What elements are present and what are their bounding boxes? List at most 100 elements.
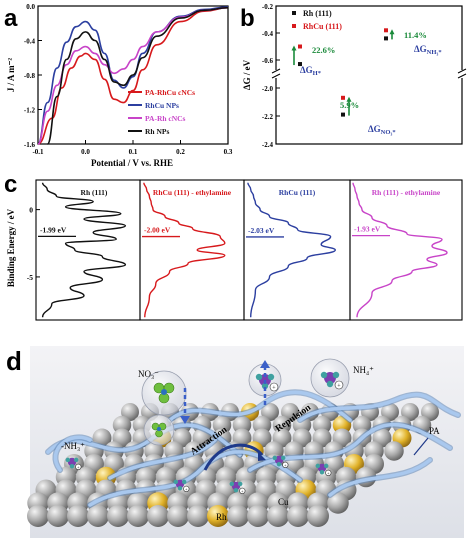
- chart-b-point-rh: [384, 36, 388, 41]
- label-amine-group: -NH₃⁺: [61, 441, 85, 451]
- rh-atom: [107, 505, 129, 527]
- chart-c-dband-label: -2.03 eV: [248, 226, 275, 235]
- ammonium-hydrogen-atom: [332, 371, 340, 379]
- rh-atom: [187, 505, 209, 527]
- rh-atom: [287, 505, 309, 527]
- ammonium-hydrogen-atom: [177, 485, 183, 491]
- chart-b-ylabel: ΔG / eV: [242, 59, 252, 90]
- rh-atom: [267, 505, 289, 527]
- rh-atom: [307, 505, 329, 527]
- label-nitrate: NO₃⁻: [138, 369, 159, 379]
- chart-a-xtick-label: 0.2: [176, 148, 185, 156]
- positive-charge-sign: +: [77, 465, 80, 470]
- chart-c-dos-curve: [41, 182, 127, 318]
- chart-b-legend-marker: [292, 11, 296, 15]
- chart-a-ytick-label: -0.4: [24, 38, 36, 46]
- chart-b-change-arrowhead: [346, 96, 352, 102]
- rh-atom: [147, 505, 169, 527]
- attraction-arrowhead: [180, 416, 190, 424]
- chart-c-subpanel-title: RhCu (111): [279, 188, 316, 197]
- chart-a-series-line: [46, 6, 229, 145]
- ammonium-hydrogen-atom: [181, 479, 187, 485]
- rh-atom: [252, 415, 272, 435]
- pa-chain: [328, 458, 432, 497]
- rh-atom: [47, 505, 69, 527]
- pa-pointer-line: [413, 437, 429, 456]
- ammonium-hydrogen-atom: [229, 481, 235, 487]
- chart-c-ytick-label: -5: [27, 273, 33, 282]
- positive-charge-sign: +: [284, 463, 287, 468]
- chart-c-dos-curve: [143, 182, 226, 318]
- chart-c-subpanel-title: Rh (111): [81, 188, 108, 197]
- ammonium-hydrogen-atom: [315, 463, 321, 469]
- label-ammonium: NH₄⁺: [353, 365, 374, 375]
- cu-atom: [207, 505, 229, 527]
- chart-a-legend-label: RhCu NPs: [145, 101, 179, 110]
- rh-atom: [212, 415, 232, 435]
- rh-atom: [127, 505, 149, 527]
- panel-letter-c: c: [4, 171, 17, 198]
- migration-arrow: [203, 443, 264, 471]
- chart-b-ytick-label: -0.6: [262, 57, 274, 65]
- chart-b-point-rh: [298, 62, 302, 67]
- positive-charge-mark: [269, 382, 279, 392]
- chart-c-dband-label: -1.93 eV: [354, 225, 381, 234]
- panel-letter-b: b: [240, 5, 255, 32]
- chart-a-ylabel: J / A m⁻²: [6, 58, 16, 93]
- pa-chain: [298, 392, 460, 422]
- ammonium-hydrogen-atom: [69, 463, 75, 469]
- panel-letter-a: a: [4, 5, 18, 32]
- axis-break-mark: [271, 68, 281, 74]
- pa-chain: [168, 390, 352, 422]
- rh-atom: [384, 441, 404, 461]
- chart-b-change-arrowhead: [291, 45, 297, 51]
- ammonium-hydrogen-atom: [320, 371, 328, 379]
- axis-break-gap: [273, 70, 279, 78]
- chart-c-subpanel-frame: [35, 179, 141, 321]
- rh-atom: [327, 492, 349, 514]
- pa-chain: [88, 450, 302, 507]
- chart-a-xtick-label: -0.1: [32, 148, 44, 156]
- rh-atom: [87, 505, 109, 527]
- ammonium-hydrogen-atom: [261, 382, 269, 390]
- positive-charge-mark: [334, 380, 344, 390]
- nitrate-nitrogen-atom: [156, 426, 162, 432]
- migration-arrowhead: [258, 452, 266, 461]
- ammonium-hydrogen-atom: [272, 455, 278, 461]
- chart-a-legend-label: PA-RhCu cNCs: [145, 88, 195, 97]
- chart-b-group-label: ΔGNO₃*: [368, 124, 396, 136]
- chart-b-group-label: ΔGNH₃*: [414, 44, 442, 56]
- chart-a-series-line: [37, 6, 229, 145]
- axis-break-mark: [457, 73, 467, 79]
- positive-charge-mark: [325, 469, 332, 477]
- chart-a-legend-label: Rh NPs: [145, 127, 169, 136]
- rh-atom: [67, 505, 89, 527]
- chart-a-ytick-label: -1.6: [24, 141, 36, 149]
- label-rh: Rh: [216, 512, 227, 522]
- ammonium-hydrogen-atom: [319, 469, 325, 475]
- positive-charge-mark: [239, 487, 246, 495]
- chart-c-ytick-label: 0: [29, 206, 33, 215]
- ammonium-hydrogen-atom: [280, 455, 286, 461]
- chart-a-xtick-label: 0.0: [81, 148, 90, 156]
- rh-atom: [227, 505, 249, 527]
- rh-atom: [27, 505, 49, 527]
- chart-c-dos-curve: [247, 182, 337, 318]
- chart-b: -0.2 -0.4 -0.6 -2.0 -2.2 -2.4 Rh (111) RhCu (1…: [242, 3, 467, 149]
- rh-atom: [352, 415, 372, 435]
- axis-break-mark: [457, 68, 467, 74]
- chart-b-legend-label: RhCu (111): [303, 22, 342, 31]
- chart-b-ytick-label: -0.2: [262, 3, 274, 11]
- chart-a: -0.1 0.0 0.1 0.2 0.3 0.0 -0.4 -0.8 -1.2 -1.6 PA-R…: [6, 3, 233, 168]
- repulsion-arrowhead: [260, 360, 270, 368]
- chart-b-point-rh: [341, 112, 345, 117]
- positive-charge-mark: [183, 485, 190, 493]
- positive-charge-sign: +: [241, 489, 244, 494]
- chart-b-point-rhcu: [384, 28, 388, 33]
- chart-c-subpanel-frame: [139, 179, 245, 321]
- chart-c-dband-label: -1.99 eV: [40, 225, 67, 234]
- chart-b-percent-label: 22.6%: [312, 45, 335, 55]
- chart-b-ytick-label: -2.0: [262, 85, 274, 93]
- chart-c-subpanel-title: Rh (111) - ethylamine: [372, 188, 441, 197]
